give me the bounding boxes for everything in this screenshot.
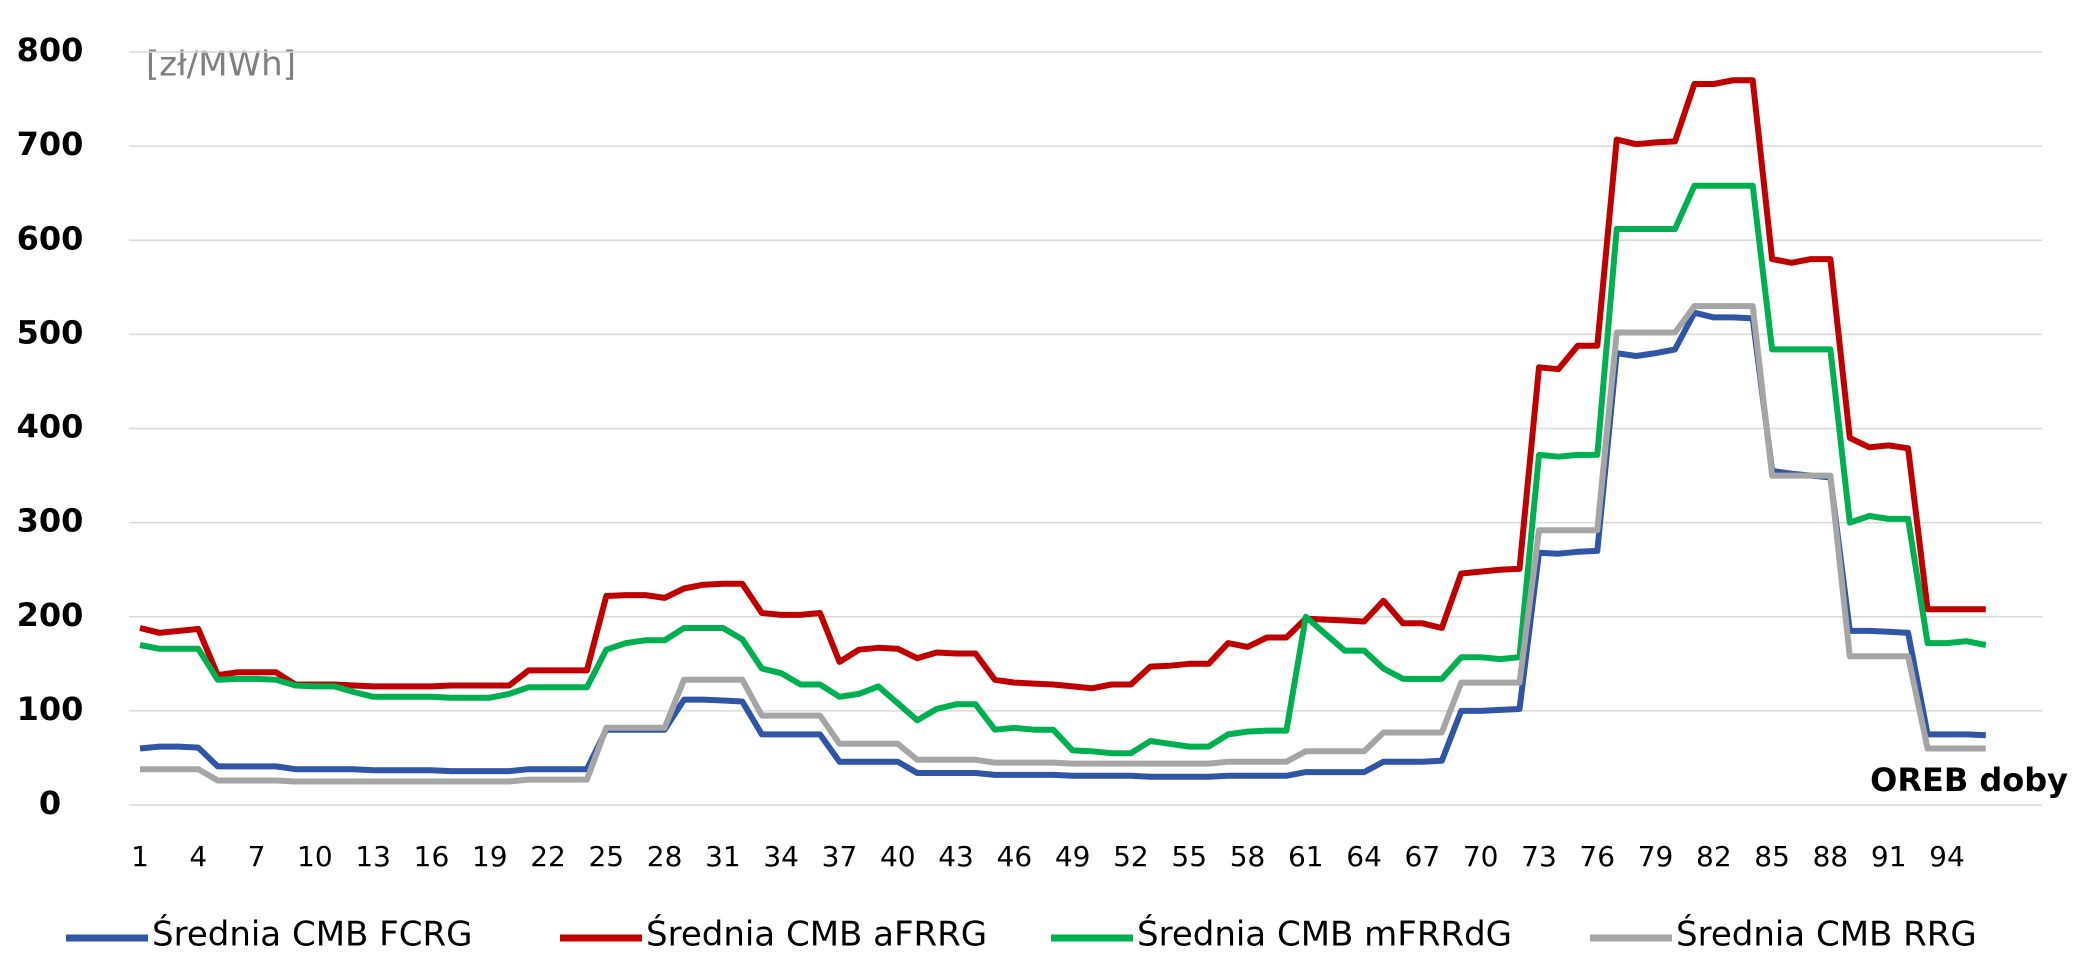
x-tick-label: 19 bbox=[472, 840, 508, 873]
legend-label: Średnia CMB RRG bbox=[1676, 914, 1977, 955]
x-tick-label: 73 bbox=[1521, 840, 1557, 873]
x-tick-label: 88 bbox=[1813, 840, 1849, 873]
x-tick-label: 49 bbox=[1055, 840, 1091, 873]
x-tick-label: 28 bbox=[647, 840, 683, 873]
x-tick-label: 82 bbox=[1696, 840, 1732, 873]
x-tick-label: 94 bbox=[1929, 840, 1965, 873]
x-tick-label: 70 bbox=[1463, 840, 1499, 873]
x-tick-label: 34 bbox=[763, 840, 799, 873]
x-tick-label: 16 bbox=[414, 840, 450, 873]
x-tick-label: 85 bbox=[1754, 840, 1790, 873]
series-line bbox=[139, 77, 1986, 692]
series-line bbox=[139, 309, 1986, 780]
legend-label: Średnia CMB aFRRG bbox=[646, 914, 987, 955]
axis-note: OREB doby bbox=[1870, 761, 2068, 799]
x-tick-label: 13 bbox=[355, 840, 391, 873]
x-tick-label: 10 bbox=[297, 840, 333, 873]
x-tick-label: 52 bbox=[1113, 840, 1149, 873]
x-tick-label: 1 bbox=[131, 840, 149, 873]
unit-label: [zł/MWh] bbox=[146, 45, 296, 85]
y-tick-label: 200 bbox=[17, 596, 84, 634]
x-tick-label: 4 bbox=[189, 840, 207, 873]
x-tick-label: 40 bbox=[880, 840, 916, 873]
x-tick-label: 7 bbox=[248, 840, 266, 873]
series-line bbox=[140, 303, 1986, 785]
x-tick-label: 55 bbox=[1171, 840, 1207, 873]
x-tick-label: 91 bbox=[1871, 840, 1907, 873]
legend-label: Średnia CMB FCRG bbox=[152, 914, 472, 955]
x-tick-label: 37 bbox=[822, 840, 858, 873]
series-line bbox=[139, 182, 1987, 757]
x-tick-label: 31 bbox=[705, 840, 741, 873]
x-tick-label: 76 bbox=[1579, 840, 1615, 873]
x-tick-label: 79 bbox=[1638, 840, 1674, 873]
x-tick-label: 67 bbox=[1405, 840, 1441, 873]
y-tick-label: 0 bbox=[39, 784, 61, 822]
x-tick-label: 58 bbox=[1230, 840, 1266, 873]
y-tick-label: 400 bbox=[17, 408, 84, 446]
x-tick-label: 61 bbox=[1288, 840, 1324, 873]
x-tick-label: 46 bbox=[997, 840, 1033, 873]
y-tick-label: 800 bbox=[17, 31, 84, 69]
x-tick-label: 25 bbox=[588, 840, 624, 873]
y-tick-label: 300 bbox=[17, 502, 84, 540]
legend-label: Średnia CMB mFRRdG bbox=[1137, 914, 1512, 955]
y-tick-label: 100 bbox=[17, 690, 84, 728]
y-tick-label: 500 bbox=[17, 313, 84, 351]
x-tick-label: 64 bbox=[1346, 840, 1382, 873]
x-tick-label: 43 bbox=[938, 840, 974, 873]
y-tick-label: 700 bbox=[17, 125, 84, 163]
x-tick-label: 22 bbox=[530, 840, 566, 873]
y-tick-label: 600 bbox=[17, 219, 84, 257]
